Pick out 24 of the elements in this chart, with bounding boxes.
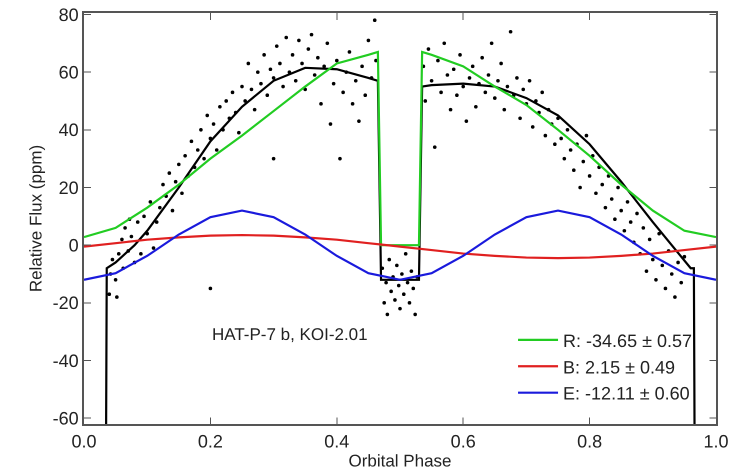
line-series <box>105 66 696 424</box>
y-tick-label: 0 <box>68 235 79 256</box>
y-tick-label: 20 <box>58 178 79 198</box>
x-tick-label: 0.4 <box>324 431 350 452</box>
y-axis-title: Relative Flux (ppm) <box>26 144 46 292</box>
x-tick-label: 1.0 <box>703 431 729 452</box>
line-series <box>84 209 716 281</box>
x-tick-label: 0.0 <box>71 431 97 452</box>
x-axis-title: Orbital Phase <box>348 451 452 470</box>
y-tick-label: 60 <box>58 62 79 82</box>
legend-label: B: 2.15 ± 0.49 <box>563 357 676 378</box>
x-tick-label: 0.2 <box>198 431 223 452</box>
y-tick-label: -60 <box>52 408 79 429</box>
y-tick-label: 40 <box>58 120 79 140</box>
y-tick-label: -20 <box>52 293 79 314</box>
y-tick-label: 80 <box>58 4 79 25</box>
line-series <box>84 234 716 260</box>
line-series <box>84 50 716 246</box>
legend-label: E: -12.11 ± 0.60 <box>563 384 690 404</box>
annotation: HAT-P-7 b, KOI-2.01 <box>212 325 368 344</box>
x-tick-label: 0.6 <box>450 431 476 452</box>
y-tick-label: -40 <box>52 350 79 371</box>
x-tick-label: 0.8 <box>577 431 602 452</box>
legend-label: R: -34.65 ± 0.57 <box>563 330 692 351</box>
